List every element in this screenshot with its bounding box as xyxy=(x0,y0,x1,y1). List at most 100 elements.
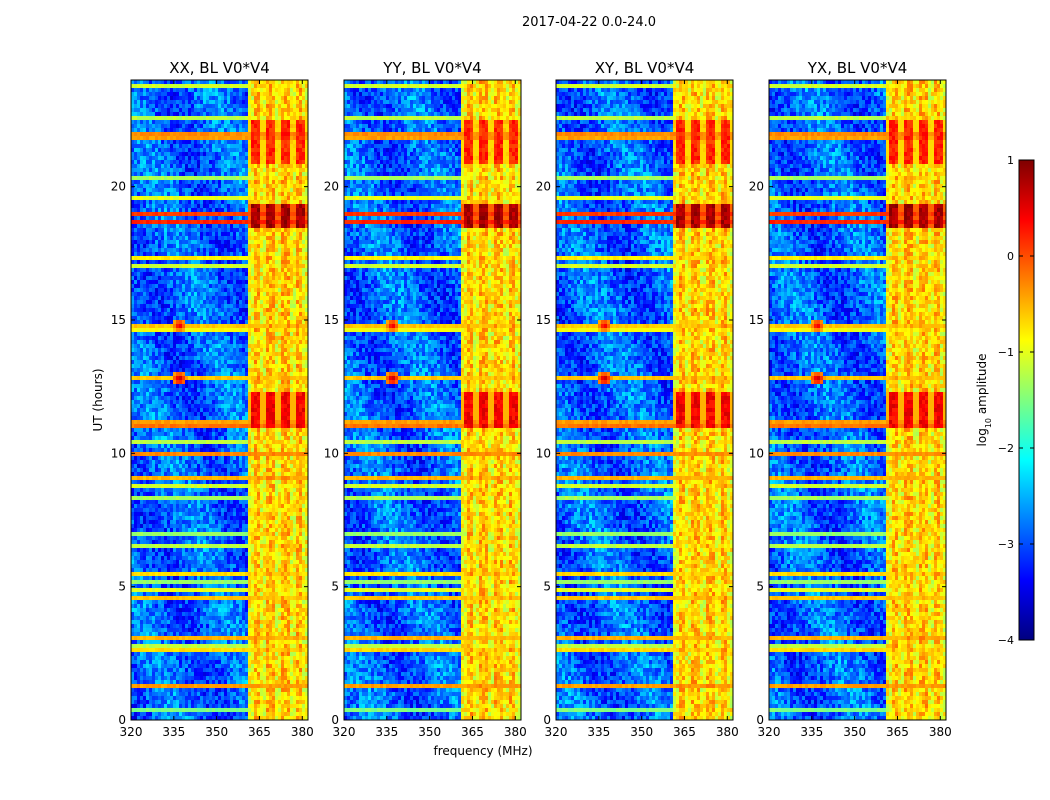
heatmap-cell xyxy=(260,116,263,120)
heatmap-cell xyxy=(284,108,287,112)
heatmap-cell xyxy=(236,88,239,92)
heatmap-cell xyxy=(158,92,161,96)
heatmap-cell xyxy=(188,144,191,148)
heatmap-cell xyxy=(188,136,191,140)
heatmap-cell xyxy=(140,136,143,140)
heatmap-cell xyxy=(302,124,305,128)
heatmap-cell xyxy=(143,92,146,96)
heatmap-cell xyxy=(206,140,209,144)
heatmap-cell xyxy=(176,136,179,140)
heatmap-cell xyxy=(170,128,173,132)
heatmap-cell xyxy=(167,104,170,108)
heatmap-cell xyxy=(248,128,251,132)
heatmap-cell xyxy=(293,124,296,128)
heatmap-cell xyxy=(278,116,281,120)
heatmap-cell xyxy=(149,148,152,152)
heatmap-cell xyxy=(272,108,275,112)
heatmap-cell xyxy=(152,136,155,140)
heatmap-cell xyxy=(254,156,257,160)
heatmap-cell xyxy=(230,136,233,140)
heatmap-cell xyxy=(155,164,158,168)
heatmap-cell xyxy=(278,132,281,136)
heatmap-cell xyxy=(212,104,215,108)
heatmap-cell xyxy=(293,148,296,152)
heatmap-cell xyxy=(266,92,269,96)
heatmap-cell xyxy=(299,124,302,128)
heatmap-cell xyxy=(152,88,155,92)
heatmap-cell xyxy=(245,120,248,124)
heatmap-cell xyxy=(281,164,284,168)
heatmap-cell xyxy=(182,140,185,144)
heatmap-cell xyxy=(206,116,209,120)
heatmap-cell xyxy=(143,112,146,116)
heatmap-cell xyxy=(161,156,164,160)
heatmap-cell xyxy=(230,160,233,164)
heatmap-cell xyxy=(203,88,206,92)
heatmap-cell xyxy=(239,92,242,96)
heatmap-cell xyxy=(212,128,215,132)
heatmap-cell xyxy=(302,116,305,120)
heatmap-cell xyxy=(266,124,269,128)
heatmap-cell xyxy=(299,116,302,120)
heatmap-cell xyxy=(233,164,236,168)
heatmap-cell xyxy=(293,136,296,140)
heatmap-cell xyxy=(260,84,263,88)
heatmap-cell xyxy=(278,120,281,124)
heatmap-cell xyxy=(251,152,254,156)
heatmap-cell xyxy=(209,108,212,112)
heatmap-cell xyxy=(284,144,287,148)
heatmap-cell xyxy=(227,148,230,152)
heatmap-cell xyxy=(191,84,194,88)
heatmap-cell xyxy=(155,152,158,156)
heatmap-cell xyxy=(146,164,149,168)
heatmap-cell xyxy=(188,104,191,108)
heatmap-cell xyxy=(131,152,134,156)
heatmap-cell xyxy=(293,116,296,120)
heatmap-cell xyxy=(203,124,206,128)
heatmap-cell xyxy=(146,116,149,120)
figure-canvas: 2017-04-22 0.0-24.0 XX, BL V0*V4320 335 35… xyxy=(0,0,1050,800)
heatmap-cell xyxy=(272,152,275,156)
heatmap-cell xyxy=(239,96,242,100)
heatmap-cell xyxy=(266,152,269,156)
heatmap-cell xyxy=(221,144,224,148)
heatmap-cell xyxy=(233,120,236,124)
heatmap-cell xyxy=(215,120,218,124)
heatmap-cell xyxy=(191,160,194,164)
heatmap-cell xyxy=(176,88,179,92)
heatmap-cell xyxy=(269,116,272,120)
heatmap-cell xyxy=(245,132,248,136)
heatmap-cell xyxy=(275,124,278,128)
heatmap-cell xyxy=(257,152,260,156)
heatmap-cell xyxy=(233,128,236,132)
heatmap-cell xyxy=(275,88,278,92)
heatmap-cell xyxy=(137,140,140,144)
heatmap-cell xyxy=(266,164,269,168)
heatmap-cell xyxy=(236,84,239,88)
heatmap-cell xyxy=(164,96,167,100)
heatmap-cell xyxy=(227,108,230,112)
heatmap-cell xyxy=(158,148,161,152)
heatmap-cell xyxy=(242,108,245,112)
heatmap-cell xyxy=(242,160,245,164)
heatmap-cell xyxy=(158,164,161,168)
heatmap-cell xyxy=(224,96,227,100)
heatmap-cell xyxy=(239,132,242,136)
heatmap-cell xyxy=(257,160,260,164)
heatmap-cell xyxy=(209,164,212,168)
heatmap-cell xyxy=(263,128,266,132)
heatmap-cell xyxy=(182,88,185,92)
heatmap-cell xyxy=(281,148,284,152)
heatmap-cell xyxy=(257,108,260,112)
heatmap-cell xyxy=(245,104,248,108)
heatmap-cell xyxy=(194,132,197,136)
heatmap-cell xyxy=(203,152,206,156)
heatmap-cell xyxy=(263,100,266,104)
heatmap-cell xyxy=(287,132,290,136)
heatmap-cell xyxy=(233,132,236,136)
heatmap-cell xyxy=(203,160,206,164)
heatmap-cell xyxy=(221,120,224,124)
heatmap-cell xyxy=(221,148,224,152)
heatmap-cell xyxy=(254,116,257,120)
heatmap-cell xyxy=(173,104,176,108)
